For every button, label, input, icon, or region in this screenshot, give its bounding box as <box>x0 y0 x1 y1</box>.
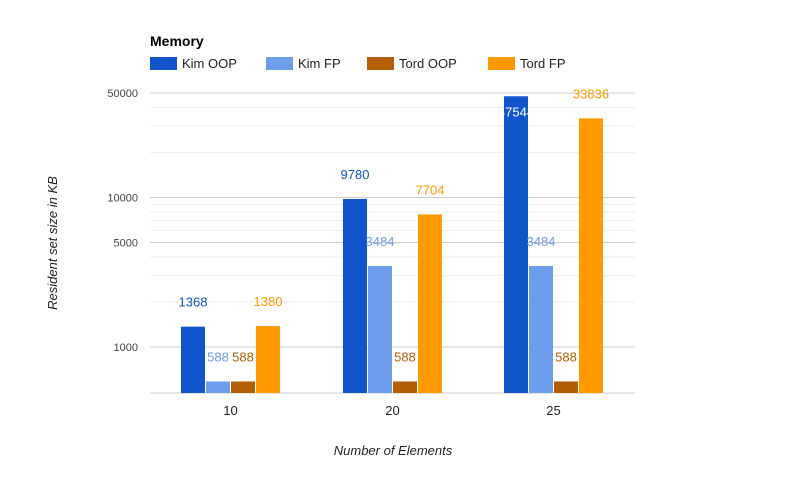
bar-tord-fp-10 <box>256 326 280 393</box>
bar-tord-fp-20 <box>418 214 442 393</box>
bar-kim-oop-20 <box>343 198 367 393</box>
x-tick-label: 10 <box>223 403 237 418</box>
data-label-kim-oop-25: 47544 <box>498 104 534 119</box>
y-tick-label: 5000 <box>114 238 138 250</box>
legend-label-tord-fp: Tord FP <box>520 56 566 71</box>
legend-swatch-tord-oop <box>367 57 394 70</box>
chart-title: Memory <box>150 33 204 49</box>
legend-label-tord-oop: Tord OOP <box>399 56 457 71</box>
x-tick-label: 25 <box>546 403 560 418</box>
data-label-tord-fp-20: 7704 <box>416 182 445 197</box>
data-label-tord-fp-25: 33836 <box>573 86 609 101</box>
y-axis-ticks: 1000 5000 10000 50000 <box>107 88 138 354</box>
legend-label-kim-fp: Kim FP <box>298 56 341 71</box>
data-label-kim-fp-10: 588 <box>207 349 229 364</box>
data-label-tord-oop-25: 588 <box>555 349 577 364</box>
x-axis-label: Number of Elements <box>334 443 453 458</box>
legend-label-kim-oop: Kim OOP <box>182 56 237 71</box>
bar-kim-fp-25 <box>529 265 553 393</box>
y-tick-label: 1000 <box>114 342 138 354</box>
y-tick-label: 10000 <box>107 192 138 204</box>
data-label-kim-fp-20: 3484 <box>366 234 395 249</box>
bar-tord-fp-25 <box>579 118 603 393</box>
legend-swatch-tord-fp <box>488 57 515 70</box>
x-axis-ticks: 10 20 25 <box>223 403 560 418</box>
bar-tord-oop-20 <box>393 381 417 393</box>
bars <box>181 96 603 393</box>
bar-kim-oop-10 <box>181 326 205 393</box>
bar-tord-oop-10 <box>231 381 255 393</box>
bar-kim-fp-10 <box>206 381 230 393</box>
legend-swatch-kim-oop <box>150 57 177 70</box>
data-label-tord-oop-20: 588 <box>394 349 416 364</box>
legend: Kim OOP Kim FP Tord OOP Tord FP <box>150 56 566 71</box>
data-label-kim-oop-20: 9780 <box>341 167 370 182</box>
y-tick-label: 50000 <box>107 88 138 100</box>
data-label-kim-oop-10: 1368 <box>179 295 208 310</box>
grid <box>150 92 635 394</box>
bar-kim-oop-25 <box>504 96 528 393</box>
bar-tord-oop-25 <box>554 381 578 393</box>
data-label-tord-fp-10: 1380 <box>254 294 283 309</box>
x-tick-label: 20 <box>385 403 399 418</box>
legend-swatch-kim-fp <box>266 57 293 70</box>
bar-kim-fp-20 <box>368 265 392 393</box>
data-label-tord-oop-10: 588 <box>232 349 254 364</box>
data-label-kim-fp-25: 3484 <box>527 234 556 249</box>
y-axis-label: Resident set size in KB <box>45 176 60 310</box>
